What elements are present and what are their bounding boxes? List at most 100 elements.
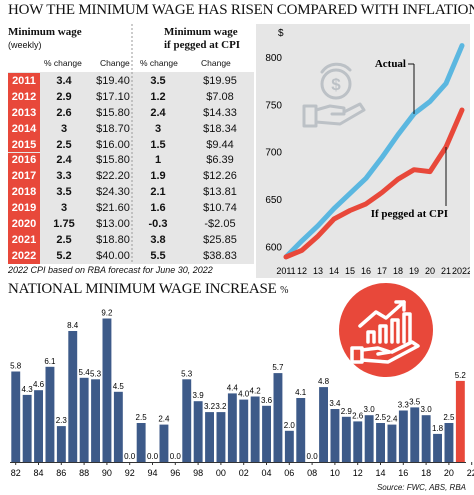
bar-value-label: 2.4 bbox=[158, 415, 170, 424]
bar bbox=[102, 318, 112, 462]
bar bbox=[410, 407, 420, 462]
col-head-cpi-pct: % change bbox=[140, 58, 178, 68]
bar bbox=[113, 391, 123, 462]
bar-value-label: 5.7 bbox=[272, 363, 284, 372]
bar-value-label: 3.4 bbox=[329, 399, 341, 408]
bar-value-label: 2.5 bbox=[443, 413, 455, 422]
y-tick-label: 700 bbox=[265, 148, 282, 159]
row-year: 2015 bbox=[8, 136, 40, 153]
table-note: 2022 CPI based on RBA forecast for June … bbox=[8, 265, 213, 275]
row-cpi-pct: 1.5 bbox=[150, 138, 166, 151]
bar-value-label: 1.8 bbox=[432, 424, 444, 433]
row-change: $15.80 bbox=[96, 106, 130, 119]
x-tick-label: 18 bbox=[393, 266, 403, 276]
row-year: 2022 bbox=[8, 247, 40, 264]
x-tick-label: 13 bbox=[313, 266, 323, 276]
x-tick-label: 10 bbox=[330, 468, 340, 478]
row-change: $22.20 bbox=[96, 170, 130, 183]
bar-value-label: 4.5 bbox=[113, 382, 125, 391]
table-row: 2015 2.5 $16.00 1.5 $9.44 bbox=[8, 136, 254, 153]
row-cpi-pct: 2.4 bbox=[150, 106, 166, 119]
table-panel-bg bbox=[8, 72, 254, 264]
table-row: 2013 2.6 $15.80 2.4 $14.33 bbox=[8, 104, 254, 121]
col-head-change: Change bbox=[100, 58, 130, 68]
table-row: 2022 5.2 $40.00 5.5 $38.83 bbox=[8, 247, 254, 264]
x-tick-label: 82 bbox=[11, 468, 21, 478]
x-tick-label: 21 bbox=[441, 266, 451, 276]
row-year: 2016 bbox=[8, 152, 40, 169]
bar bbox=[387, 424, 397, 462]
bar bbox=[444, 423, 454, 462]
bar-value-label: 4.3 bbox=[22, 385, 34, 394]
x-tick-label: 92 bbox=[125, 468, 135, 478]
x-tick-label: 2022 bbox=[452, 266, 470, 276]
bar bbox=[262, 405, 271, 462]
bar-value-label: 3.2 bbox=[215, 402, 227, 411]
table-row: 2016 2.4 $15.80 1 $6.39 bbox=[8, 152, 254, 169]
row-cpi-change: $14.33 bbox=[203, 106, 237, 119]
x-tick-label: 20 bbox=[444, 468, 454, 478]
row-change: $13.00 bbox=[96, 218, 130, 231]
bar bbox=[341, 416, 351, 462]
y-tick-label: 600 bbox=[265, 243, 282, 254]
table-left-heading: Minimum wage bbox=[8, 26, 82, 38]
bar-value-label: 5.2 bbox=[455, 371, 467, 380]
bar-value-label: 4.6 bbox=[33, 380, 45, 389]
bar-value-label: 2.9 bbox=[341, 407, 353, 416]
svg-text:$: $ bbox=[331, 75, 341, 94]
row-cpi-change: $10.74 bbox=[203, 202, 237, 215]
x-tick-label: 94 bbox=[147, 468, 157, 478]
table-row: 2020 1.75 $13.00 -0.3 -$2.05 bbox=[8, 216, 254, 232]
row-cpi-change: $18.34 bbox=[203, 122, 237, 135]
bar-value-label: 0.0 bbox=[124, 452, 136, 461]
table-background bbox=[8, 24, 254, 264]
bar bbox=[182, 379, 192, 462]
row-year: 2017 bbox=[8, 168, 40, 185]
row-pct: 2.6 bbox=[56, 106, 72, 119]
row-pct: 3.5 bbox=[56, 186, 72, 199]
bar-value-label: 9.2 bbox=[101, 309, 113, 318]
bar-value-label: 0.0 bbox=[170, 452, 182, 461]
bar-value-label: 5.3 bbox=[181, 369, 193, 378]
row-year: 2012 bbox=[8, 88, 40, 105]
row-pct: 3.4 bbox=[56, 74, 72, 87]
x-tick-label: 00 bbox=[216, 468, 226, 478]
row-year: 2011 bbox=[8, 73, 40, 89]
bar bbox=[34, 390, 43, 462]
growth-bars-in-hand-icon bbox=[338, 282, 434, 383]
row-cpi-change: $38.83 bbox=[203, 249, 237, 262]
row-cpi-change: $6.39 bbox=[206, 154, 234, 167]
bar-value-label: 4.0 bbox=[238, 390, 250, 399]
bar-value-label: 4.4 bbox=[227, 383, 239, 392]
row-pct: 2.5 bbox=[56, 138, 72, 151]
bar bbox=[319, 387, 328, 462]
bar-value-label: 3.3 bbox=[398, 401, 410, 410]
row-year: 2019 bbox=[8, 200, 40, 217]
bar-value-label: 4.1 bbox=[295, 388, 307, 397]
table-row: 2018 3.5 $24.30 2.1 $13.81 bbox=[8, 184, 254, 201]
row-year: 2020 bbox=[8, 216, 40, 232]
row-cpi-pct: -0.3 bbox=[148, 218, 168, 231]
row-year: 2018 bbox=[8, 184, 40, 201]
bar-value-label: 8.4 bbox=[67, 321, 79, 330]
x-tick-label: 06 bbox=[284, 468, 294, 478]
row-cpi-pct: 2.1 bbox=[150, 186, 166, 199]
x-tick-label: 88 bbox=[79, 468, 89, 478]
x-tick-label: 14 bbox=[375, 468, 385, 478]
chart-title-bottom: NATIONAL MINIMUM WAGE INCREASE % bbox=[8, 281, 288, 298]
row-cpi-pct: 3.5 bbox=[150, 74, 166, 87]
bar bbox=[364, 415, 374, 462]
table-row: 2011 3.4 $19.40 3.5 $19.95 bbox=[8, 73, 254, 89]
bar bbox=[284, 430, 294, 462]
y-tick-label: 750 bbox=[265, 100, 282, 111]
x-tick-label: 17 bbox=[377, 266, 387, 276]
row-cpi-pct: 3 bbox=[154, 122, 162, 135]
row-pct: 1.75 bbox=[53, 218, 75, 231]
row-change: $19.40 bbox=[96, 74, 130, 87]
bar bbox=[205, 412, 214, 462]
bar-chart: 5.84.34.66.12.38.45.4 5.39.24.50.02.50.02… bbox=[10, 309, 474, 478]
y-axis-label: $ bbox=[278, 28, 284, 39]
table-right-heading-2: if pegged at CPI bbox=[164, 39, 241, 51]
x-tick-label: 16 bbox=[398, 468, 408, 478]
y-tick-label: 650 bbox=[265, 195, 282, 206]
